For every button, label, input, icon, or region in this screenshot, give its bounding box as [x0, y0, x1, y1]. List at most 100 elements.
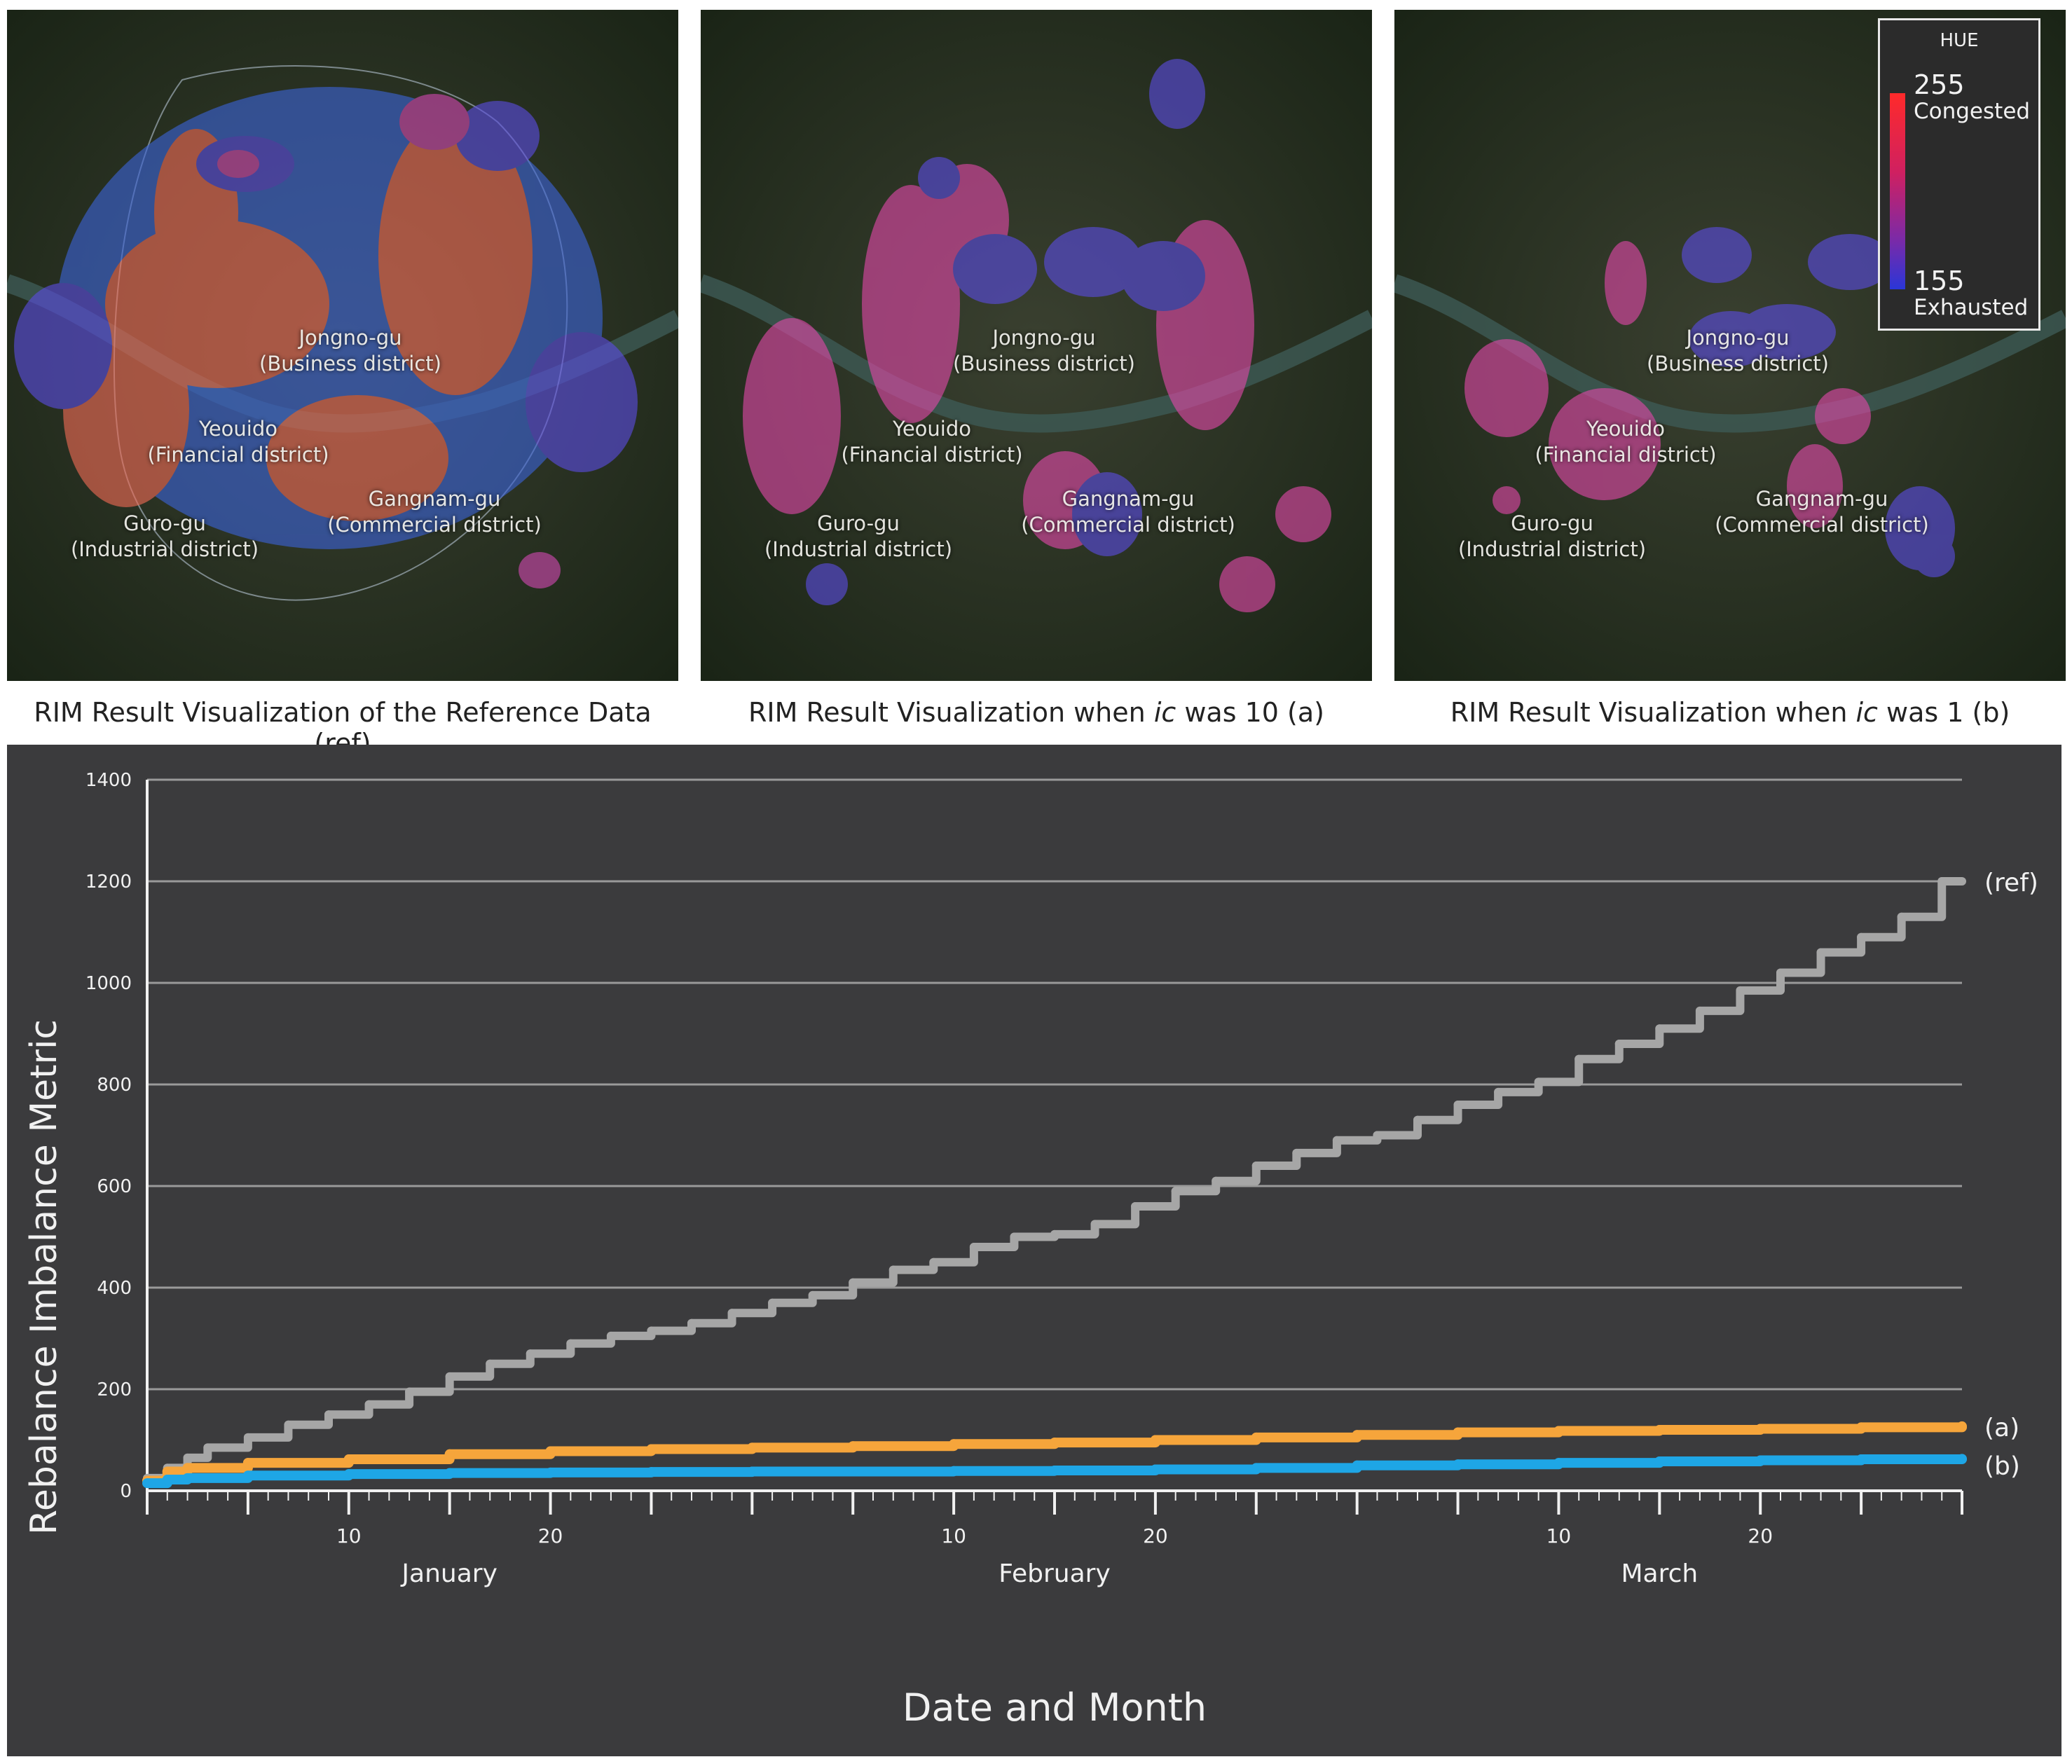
series-point-ref [364, 1400, 373, 1409]
x-tick-label: 10 [1546, 1524, 1572, 1548]
series-point-a [747, 1442, 757, 1453]
district-name: Yeouido [1586, 417, 1666, 441]
series-point-a [545, 1446, 556, 1456]
map-panel-a: Jongno-gu (Business district) Yeouido (F… [701, 10, 1372, 681]
district-type: (Financial district) [1535, 443, 1717, 467]
series-point-a [1352, 1430, 1362, 1440]
district-type: (Industrial district) [70, 537, 259, 561]
series-point-ref [1413, 1115, 1422, 1124]
series-point-b [646, 1467, 657, 1477]
district-label-guro: Guro-gu (Industrial district) [732, 511, 984, 563]
hue-legend: HUE 255 Congested 155 Exhausted [1878, 18, 2040, 331]
series-point-ref [1010, 1232, 1019, 1241]
x-month-label: January [400, 1559, 497, 1588]
series-point-ref [727, 1309, 736, 1318]
x-month-label: February [999, 1559, 1111, 1588]
map-caption-b: RIM Result Visualization when ic was 1 (… [1450, 697, 2010, 728]
series-point-ref [445, 1372, 454, 1381]
district-label-gangnam: Gangnam-gu (Commercial district) [1696, 486, 1948, 538]
series-point-ref [687, 1318, 696, 1328]
series-point-ref [969, 1243, 978, 1251]
series-point-a [646, 1444, 657, 1454]
series-point-ref [1453, 1101, 1462, 1109]
district-label-jongno: Jongno-gu (Business district) [918, 325, 1170, 377]
map-caption-a: RIM Result Visualization when ic was 10 … [748, 697, 1324, 728]
legend-color-bar [1890, 93, 1905, 289]
series-point-a [1050, 1438, 1059, 1448]
district-label-guro: Guro-gu (Industrial district) [1426, 511, 1678, 563]
series-point-a [162, 1466, 172, 1477]
district-label-gangnam: Gangnam-gu (Commercial district) [1002, 486, 1254, 538]
series-point-ref [1816, 948, 1825, 957]
map-panel-b: Jongno-gu (Business district) Yeouido (F… [1394, 10, 2066, 681]
series-layer [142, 877, 1967, 1489]
series-point-a [1957, 1421, 1967, 1431]
district-name: Yeouido [892, 417, 972, 441]
map-caption-ref: RIM Result Visualization of the Referenc… [34, 697, 652, 759]
x-month-label: March [1621, 1559, 1698, 1588]
series-point-a [1755, 1424, 1766, 1434]
series-point-ref [1050, 1229, 1059, 1239]
series-point-ref [183, 1453, 192, 1462]
series-point-ref [1373, 1131, 1382, 1140]
y-axis-title: Rebalance Imbalance Metric [23, 1019, 65, 1535]
series-point-a [848, 1441, 858, 1452]
district-name: Guro-gu [817, 511, 900, 535]
district-name: Jongno-gu [992, 326, 1096, 350]
series-point-ref [1655, 1024, 1664, 1033]
x-tick-label: 10 [941, 1524, 966, 1548]
legend-max-label: Congested [1914, 99, 2031, 124]
district-type: (Commercial district) [1021, 513, 1235, 537]
series-line-ref [147, 877, 1962, 1482]
x-tick-label: 10 [336, 1524, 362, 1548]
series-point-b [162, 1475, 172, 1485]
series-point-a [1251, 1432, 1261, 1442]
district-label-jongno: Jongno-gu (Business district) [1612, 325, 1864, 377]
series-point-ref [284, 1420, 293, 1429]
series-point-a [343, 1454, 354, 1465]
series-point-ref [405, 1387, 414, 1396]
district-type: (Financial district) [147, 443, 329, 467]
series-point-a [444, 1449, 455, 1459]
series-point-b [1352, 1460, 1362, 1470]
series-point-b [848, 1466, 858, 1477]
label-layer: (ref) (a) (b) [1984, 869, 2038, 1480]
series-point-b [1957, 1454, 1967, 1464]
series-point-b [1553, 1458, 1564, 1468]
series-point-ref [1171, 1187, 1180, 1196]
map-panel-ref: Jongno-gu (Business district) Yeouido (F… [7, 10, 678, 681]
series-point-ref [929, 1257, 938, 1267]
series-point-ref [889, 1265, 898, 1274]
series-point-ref [1251, 1162, 1261, 1170]
series-point-ref [647, 1326, 656, 1335]
caption-ic-term: ic [1855, 697, 1878, 728]
series-label-b: (b) [1984, 1452, 2020, 1480]
district-name: Guro-gu [123, 511, 206, 535]
series-point-ref [1857, 932, 1866, 942]
series-label-a: (a) [1984, 1414, 2019, 1442]
grid-layer [147, 778, 1962, 1391]
series-point-b [343, 1469, 354, 1480]
series-point-b [142, 1478, 152, 1489]
series-point-ref [1131, 1202, 1140, 1211]
district-type: (Commercial district) [1715, 513, 1929, 537]
series-point-b [242, 1470, 253, 1481]
series-point-a [1654, 1425, 1665, 1435]
legend-max-value: 255 [1914, 69, 1965, 100]
district-type: (Business district) [953, 352, 1135, 375]
series-point-b [1251, 1463, 1261, 1473]
district-type: (Financial district) [841, 443, 1023, 467]
series-point-a [1150, 1435, 1160, 1445]
y-tick-label: 600 [97, 1176, 132, 1197]
district-type: (Industrial district) [764, 537, 953, 561]
district-name: Jongno-gu [299, 326, 402, 350]
y-tick-label: 1400 [85, 770, 132, 791]
satellite-map-a [701, 10, 1372, 681]
district-label-yeouido: Yeouido (Financial district) [806, 416, 1058, 468]
series-point-ref [1614, 1040, 1624, 1048]
x-tick-label: 20 [1748, 1524, 1773, 1548]
series-point-ref [808, 1290, 817, 1300]
x-tick-label: 20 [1143, 1524, 1168, 1548]
series-point-b [747, 1466, 757, 1477]
series-point-ref [243, 1433, 252, 1442]
